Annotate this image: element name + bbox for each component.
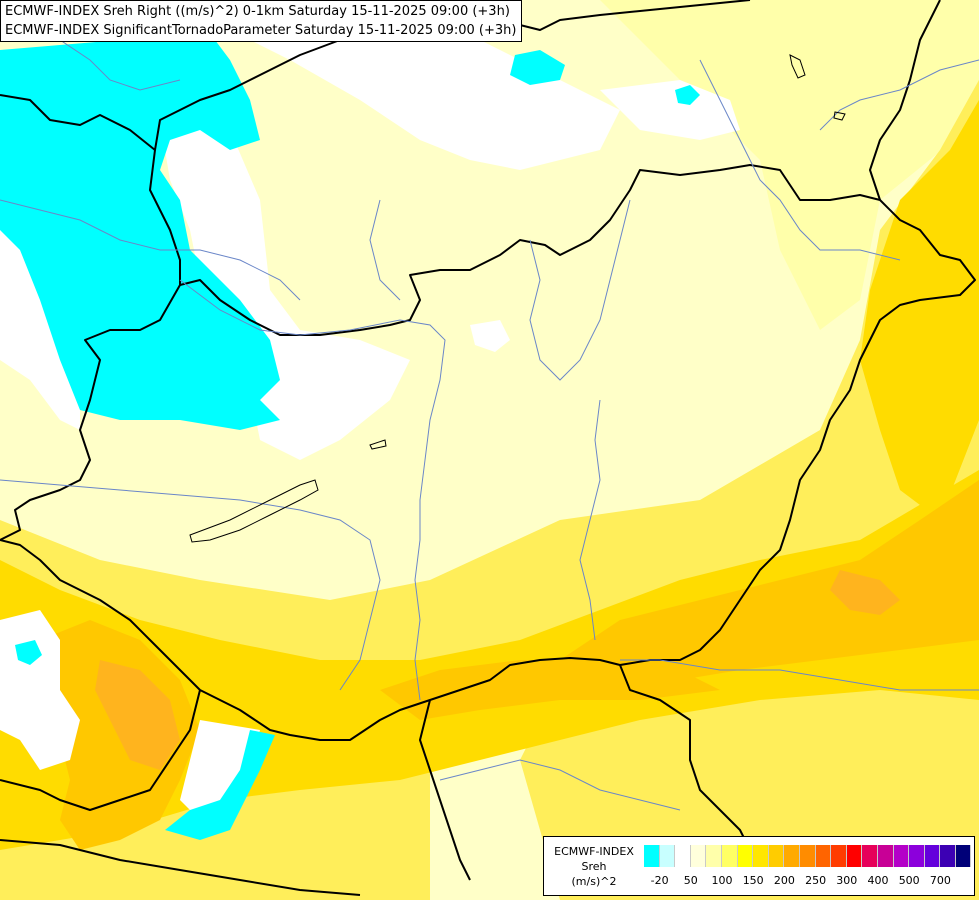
legend-tick-label: 50	[683, 874, 698, 887]
legend-tick-label: 400	[867, 874, 889, 887]
lake-small	[369, 439, 387, 450]
river-line	[439, 759, 681, 811]
border-line	[419, 699, 471, 881]
lakes	[189, 54, 846, 543]
river-line	[819, 59, 979, 131]
lake-small	[833, 111, 846, 121]
legend-swatch	[924, 845, 941, 867]
white-region-southwest-2	[180, 720, 260, 820]
legend-tick-label: 700	[929, 874, 951, 887]
legend-swatch	[784, 845, 800, 867]
river-line	[0, 479, 381, 691]
border-line	[619, 664, 751, 851]
legend-swatch	[644, 845, 660, 867]
legend-swatch	[706, 845, 722, 867]
legend-swatch	[940, 845, 956, 867]
legend-swatch	[753, 845, 769, 867]
river-line	[620, 659, 979, 691]
legend-swatches	[644, 845, 972, 867]
legend-swatch	[862, 845, 878, 867]
legend-tick-label: -20	[650, 874, 669, 887]
legend-swatch	[909, 845, 925, 867]
legend-tick-label: 100	[711, 874, 733, 887]
lake-balaton	[189, 479, 319, 543]
orange-region-east	[560, 480, 979, 680]
river-line	[0, 199, 301, 301]
white-spot-center	[470, 320, 510, 352]
legend-tick-label: 200	[773, 874, 795, 887]
border-line	[0, 0, 751, 151]
legend-swatch	[690, 845, 707, 867]
river-line	[369, 199, 401, 301]
legend-title-line: ECMWF-INDEX	[554, 845, 634, 858]
cyan-spot-north	[510, 50, 565, 85]
white-region-north	[230, 0, 620, 170]
legend-swatch	[675, 845, 691, 867]
legend-swatch	[893, 845, 910, 867]
legend-tick-label: 250	[805, 874, 827, 887]
lake-small	[789, 54, 806, 79]
river-line	[529, 199, 631, 381]
border-line	[0, 284, 181, 541]
legend-swatch	[799, 845, 816, 867]
white-spot-northeast	[600, 80, 740, 140]
light-yellow-region-northeast	[600, 0, 979, 330]
legend-swatch	[659, 845, 676, 867]
legend-title-line: Sreh	[581, 860, 607, 873]
legend-tick-label: 150	[742, 874, 764, 887]
legend-swatch	[815, 845, 832, 867]
border-line	[0, 839, 361, 896]
legend-ticks: -20 50 100 150 200 250 300 400 500 700	[644, 874, 974, 890]
legend-title: ECMWF-INDEX Sreh (m/s)^2	[546, 844, 642, 889]
legend-title-line: (m/s)^2	[571, 875, 617, 888]
legend-tick-label: 300	[836, 874, 858, 887]
orange-strip-central-south	[380, 660, 720, 720]
legend-swatch	[846, 845, 863, 867]
legend-swatch	[877, 845, 894, 867]
dark-orange-core-east	[830, 570, 900, 615]
gold-region-east	[860, 100, 979, 520]
dark-orange-core-southwest	[95, 660, 180, 770]
cyan-spot-southwest	[15, 640, 42, 665]
legend-tick-label: 500	[898, 874, 920, 887]
river-line	[179, 279, 446, 701]
white-region-central-west	[160, 120, 410, 460]
border-line	[0, 149, 976, 741]
title-line-sreh: ECMWF-INDEX Sreh Right ((m/s)^2) 0-1km S…	[5, 4, 510, 19]
legend-swatch	[737, 845, 754, 867]
color-legend: ECMWF-INDEX Sreh (m/s)^2 -20 50 100 150 200 2…	[543, 836, 975, 896]
map-title-box: ECMWF-INDEX Sreh Right ((m/s)^2) 0-1km S…	[0, 0, 522, 42]
legend-swatch	[768, 845, 785, 867]
legend-swatch	[831, 845, 847, 867]
cyan-spot-northeast	[675, 85, 700, 105]
cyan-region-southwest	[165, 730, 275, 840]
legend-swatch	[955, 845, 972, 867]
river-line	[699, 59, 901, 261]
legend-swatch	[721, 845, 738, 867]
white-region-west	[0, 230, 80, 430]
border-line	[869, 0, 941, 201]
border-line	[0, 689, 201, 811]
river-line	[579, 399, 601, 641]
title-line-stp: ECMWF-INDEX SignificantTornadoParameter …	[5, 23, 517, 38]
